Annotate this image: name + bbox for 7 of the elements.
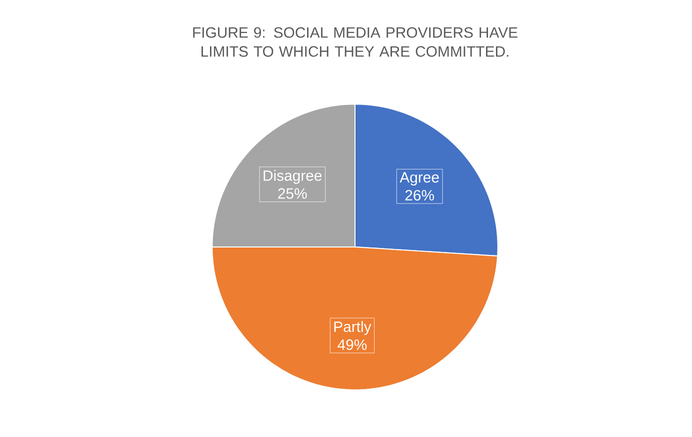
data-label: 26% <box>405 190 434 201</box>
slice-label: Agree <box>400 172 439 186</box>
slice-label: Disagree <box>264 170 322 184</box>
data-label: 49% <box>338 339 367 350</box>
data-label: 25% <box>278 188 307 199</box>
chart-title: FIGURE 9: SOCIAL MEDIA PROVIDERS HAVE LIMITS TO WHICH THEY ARE COMMITTED. <box>193 27 518 57</box>
slice-label: Partly <box>334 321 372 335</box>
